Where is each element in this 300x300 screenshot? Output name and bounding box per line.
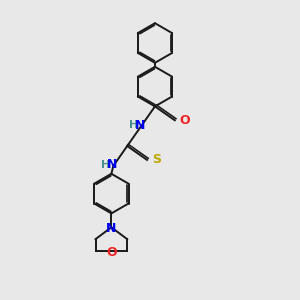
Text: H: H: [101, 160, 110, 170]
Text: O: O: [106, 245, 117, 259]
Text: H: H: [128, 120, 138, 130]
Text: N: N: [107, 158, 118, 171]
Text: O: O: [180, 114, 190, 127]
Text: N: N: [106, 222, 116, 235]
Text: N: N: [135, 119, 145, 132]
Text: S: S: [152, 153, 161, 167]
